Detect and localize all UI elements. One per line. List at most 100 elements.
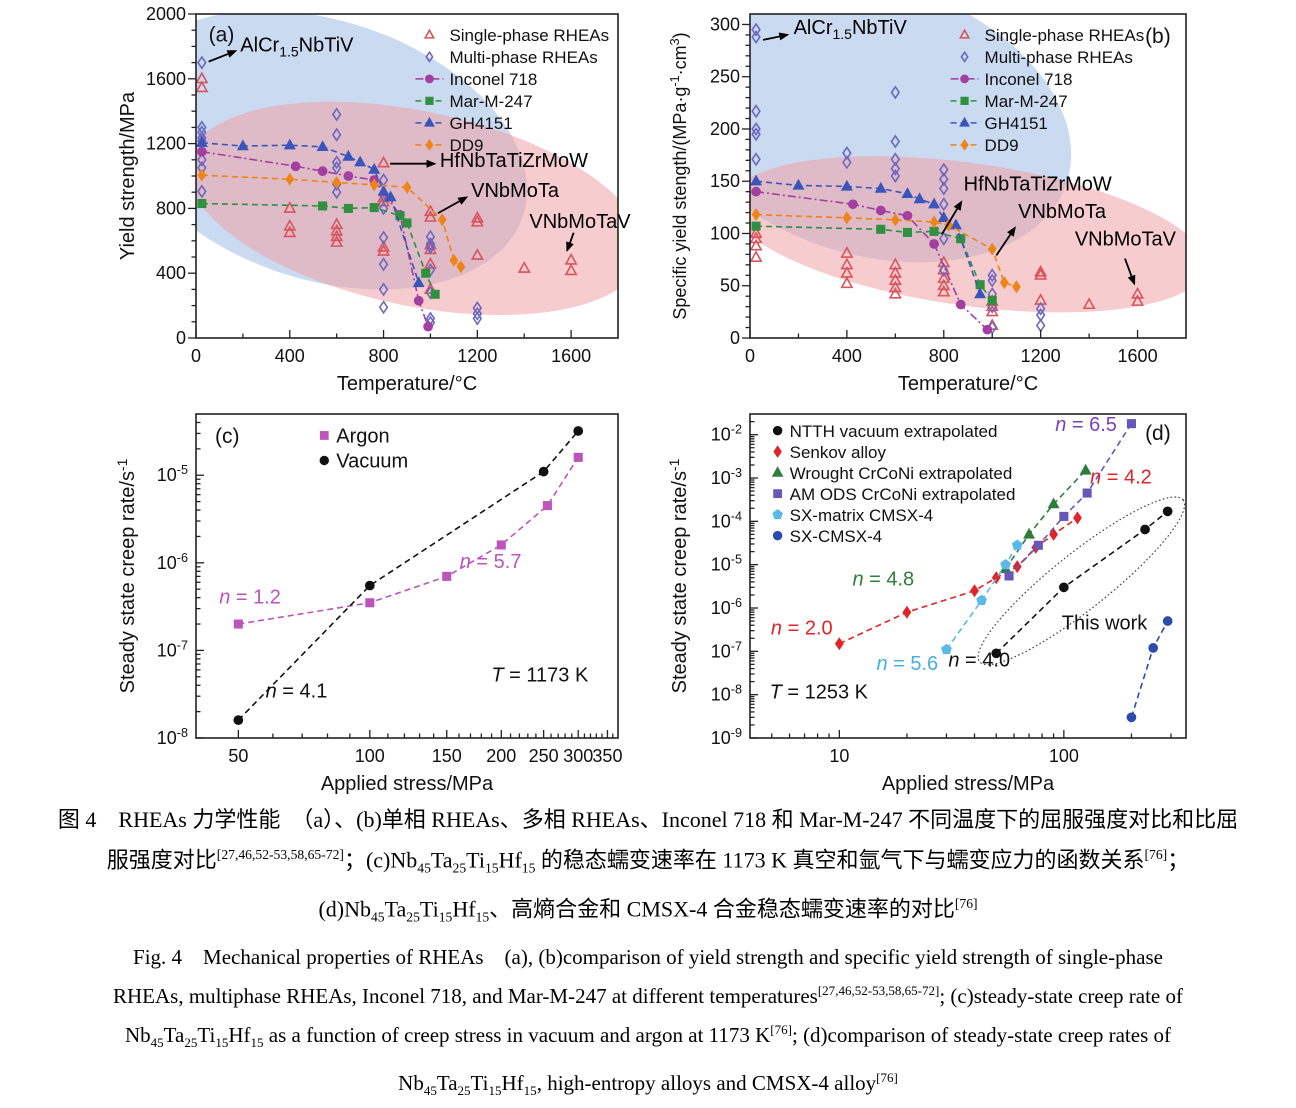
svg-text:n = 4.1: n = 4.1 <box>266 681 328 703</box>
svg-text:400: 400 <box>156 263 186 283</box>
svg-text:200: 200 <box>486 746 516 766</box>
legend-entry-wrought-crconi: Wrought CrCoNi extrapolated <box>771 464 1012 483</box>
svg-text:800: 800 <box>369 346 399 366</box>
panel-d-ylabel: Steady state creep rate/s-1 <box>666 458 691 693</box>
svg-text:n = 5.7: n = 5.7 <box>460 551 522 573</box>
panel-b-ylabel: Specific yield stength/(MPa·g-1·cm3) <box>668 32 690 319</box>
caption-chinese: 图 4 RHEAs 力学性能 （a）、(b)单相 RHEAs、多相 RHEAs、… <box>0 802 1296 934</box>
legend-entry-inconel-718: Inconel 718 <box>415 70 537 89</box>
svg-text:HfNbTaTiZrMoW: HfNbTaTiZrMoW <box>440 150 588 172</box>
panel-c-xlabel: Applied stress/MPa <box>321 773 494 795</box>
caption-en-line-3: Nb45Ta25Ti15Hf15 as a function of creep … <box>124 1022 1171 1051</box>
legend-entry-single-phase: Single-phase RHEAs <box>423 26 609 45</box>
caption-cn-line-1: 图 4 RHEAs 力学性能 （a）、(b)单相 RHEAs、多相 RHEAs、… <box>57 807 1239 832</box>
legend-entry-inconel-718: Inconel 718 <box>950 70 1073 89</box>
svg-text:Inconel 718: Inconel 718 <box>985 70 1073 89</box>
panel-a-chart: 0 400 800 1200 1600 0 400 800 1200 1600 2000 Temper… <box>117 4 631 395</box>
svg-text:1200: 1200 <box>146 134 186 154</box>
svg-text:800: 800 <box>929 346 959 366</box>
series-ntth <box>991 506 1173 659</box>
svg-text:10-5: 10-5 <box>157 463 188 485</box>
svg-text:250: 250 <box>710 67 740 87</box>
svg-text:10-6: 10-6 <box>711 596 742 618</box>
legend-entry-mar-m-247: Mar-M-247 <box>950 92 1068 111</box>
svg-text:n = 5.6: n = 5.6 <box>876 653 938 675</box>
svg-text:0: 0 <box>745 346 755 366</box>
series-vacuum <box>233 426 584 725</box>
panel-d-series <box>834 419 1173 723</box>
svg-text:SX-CMSX-4: SX-CMSX-4 <box>790 527 883 546</box>
legend-entry-dd9: DD9 <box>950 136 1019 155</box>
svg-text:10-7: 10-7 <box>711 639 742 661</box>
caption-en-line-1: Fig. 4 Mechanical properties of RHEAs (a… <box>133 945 1163 970</box>
svg-text:2000: 2000 <box>146 4 186 24</box>
svg-text:50: 50 <box>720 276 740 296</box>
svg-text:300: 300 <box>563 746 593 766</box>
panel-d: 10 100 10-2 10-3 10-4 10-5 10-6 10-7 10-8 10-9 App… <box>648 400 1296 800</box>
legend-entry-dd9: DD9 <box>415 136 483 155</box>
panel-a-xlabel: Temperature/°C <box>337 373 477 395</box>
svg-text:Single-phase RHEAs: Single-phase RHEAs <box>449 26 609 45</box>
svg-text:NTTH vacuum extrapolated: NTTH vacuum extrapolated <box>790 422 998 441</box>
svg-text:100: 100 <box>1049 746 1079 766</box>
panel-b-axes: 0 400 800 1200 1600 0 50 100 150 200 250 300 <box>710 13 1187 366</box>
legend-entry-gh4151: GH4151 <box>950 114 1048 133</box>
series-wrought-crconi <box>999 463 1092 574</box>
panel-a: 0 400 800 1200 1600 0 400 800 1200 1600 2000 Temper… <box>0 0 648 400</box>
svg-text:10-3: 10-3 <box>711 466 742 488</box>
svg-text:n = 1.2: n = 1.2 <box>219 587 281 609</box>
series-gh4151 <box>196 136 425 288</box>
svg-text:AlCr1.5NbTiV: AlCr1.5NbTiV <box>240 34 354 59</box>
svg-text:10-4: 10-4 <box>711 509 742 531</box>
series-sx-cmsx4 <box>1126 616 1173 723</box>
svg-text:n = 6.5: n = 6.5 <box>1055 414 1117 436</box>
svg-text:Senkov alloy: Senkov alloy <box>790 443 887 462</box>
panel-a-label: (a) <box>209 23 235 46</box>
caption-en-line-4: Nb45Ta25Ti15Hf15, high-entropy alloys an… <box>398 1069 898 1098</box>
svg-text:VNbMoTaV: VNbMoTaV <box>529 211 631 233</box>
svg-text:1600: 1600 <box>551 346 591 366</box>
caption-cn-line-3: (d)Nb45Ta25Ti15Hf15、高熵合金和 CMSX-4 合金稳态蠕变速… <box>318 895 978 925</box>
caption-en-line-2: RHEAs, multiphase RHEAs, Inconel 718, an… <box>112 983 1183 1009</box>
figure-caption: 图 4 RHEAs 力学性能 （a）、(b)单相 RHEAs、多相 RHEAs、… <box>0 802 1296 1108</box>
caption-english: Fig. 4 Mechanical properties of RHEAs (a… <box>0 940 1296 1107</box>
panel-b-chart: 0 400 800 1200 1600 0 50 100 150 200 250 300 Tempera… <box>668 13 1187 395</box>
panel-c-series <box>233 426 584 725</box>
svg-text:Single-phase RHEAs: Single-phase RHEAs <box>985 26 1145 45</box>
svg-text:Mar-M-247: Mar-M-247 <box>985 92 1068 111</box>
svg-text:GH4151: GH4151 <box>985 114 1048 133</box>
legend-entry-multi-phase: Multi-phase RHEAs <box>425 48 598 67</box>
svg-text:150: 150 <box>710 171 740 191</box>
svg-text:100: 100 <box>710 223 740 243</box>
series-inconel-718 <box>751 186 993 335</box>
svg-text:0: 0 <box>191 346 201 366</box>
panel-c: 50 100 150 200 250 300 350 10-5 10-6 10-7 10-8 Appl… <box>0 400 648 800</box>
series-multi-phase <box>197 55 483 330</box>
panel-d-axes: 10 100 10-2 10-3 10-4 10-5 10-6 10-7 10-8 10-9 <box>711 413 1187 766</box>
svg-text:400: 400 <box>832 346 862 366</box>
panel-b-xlabel: Temperature/°C <box>898 373 1038 395</box>
panel-c-axes: 50 100 150 200 250 300 350 10-5 10-6 10-7 10-8 <box>157 413 622 766</box>
panel-b-label: (b) <box>1145 25 1171 48</box>
svg-text:Multi-phase RHEAs: Multi-phase RHEAs <box>985 48 1133 67</box>
panel-b: 0 400 800 1200 1600 0 50 100 150 200 250 300 Tempera… <box>648 0 1296 400</box>
panel-b-legend: Single-phase RHEAs Multi-phase RHEAs Incon… <box>950 26 1145 155</box>
svg-text:250: 250 <box>529 746 559 766</box>
series-sx-matrix-cmsx4 <box>941 539 1023 655</box>
svg-text:0: 0 <box>176 328 186 348</box>
svg-text:10-8: 10-8 <box>711 683 742 705</box>
svg-text:n = 4.0: n = 4.0 <box>948 650 1010 672</box>
svg-text:Mar-M-247: Mar-M-247 <box>449 92 532 111</box>
legend-entry-single-phase: Single-phase RHEAs <box>958 26 1145 45</box>
svg-text:10-9: 10-9 <box>711 726 742 748</box>
svg-text:800: 800 <box>156 198 186 218</box>
series-single-phase <box>750 226 1145 330</box>
charts-grid: 0 400 800 1200 1600 0 400 800 1200 1600 2000 Temper… <box>0 0 1296 800</box>
panel-d-xlabel: Applied stress/MPa <box>882 773 1055 795</box>
panel-d-annotations: n = 6.5 n = 4.2 n = 4.8 n = 2.0 n = 5.6 n = 4… <box>770 414 1152 704</box>
svg-text:1600: 1600 <box>1118 346 1158 366</box>
svg-text:350: 350 <box>592 746 622 766</box>
svg-text:T = 1173 K: T = 1173 K <box>491 664 589 686</box>
legend-entry-gh4151: GH4151 <box>415 114 513 133</box>
svg-text:1200: 1200 <box>457 346 497 366</box>
